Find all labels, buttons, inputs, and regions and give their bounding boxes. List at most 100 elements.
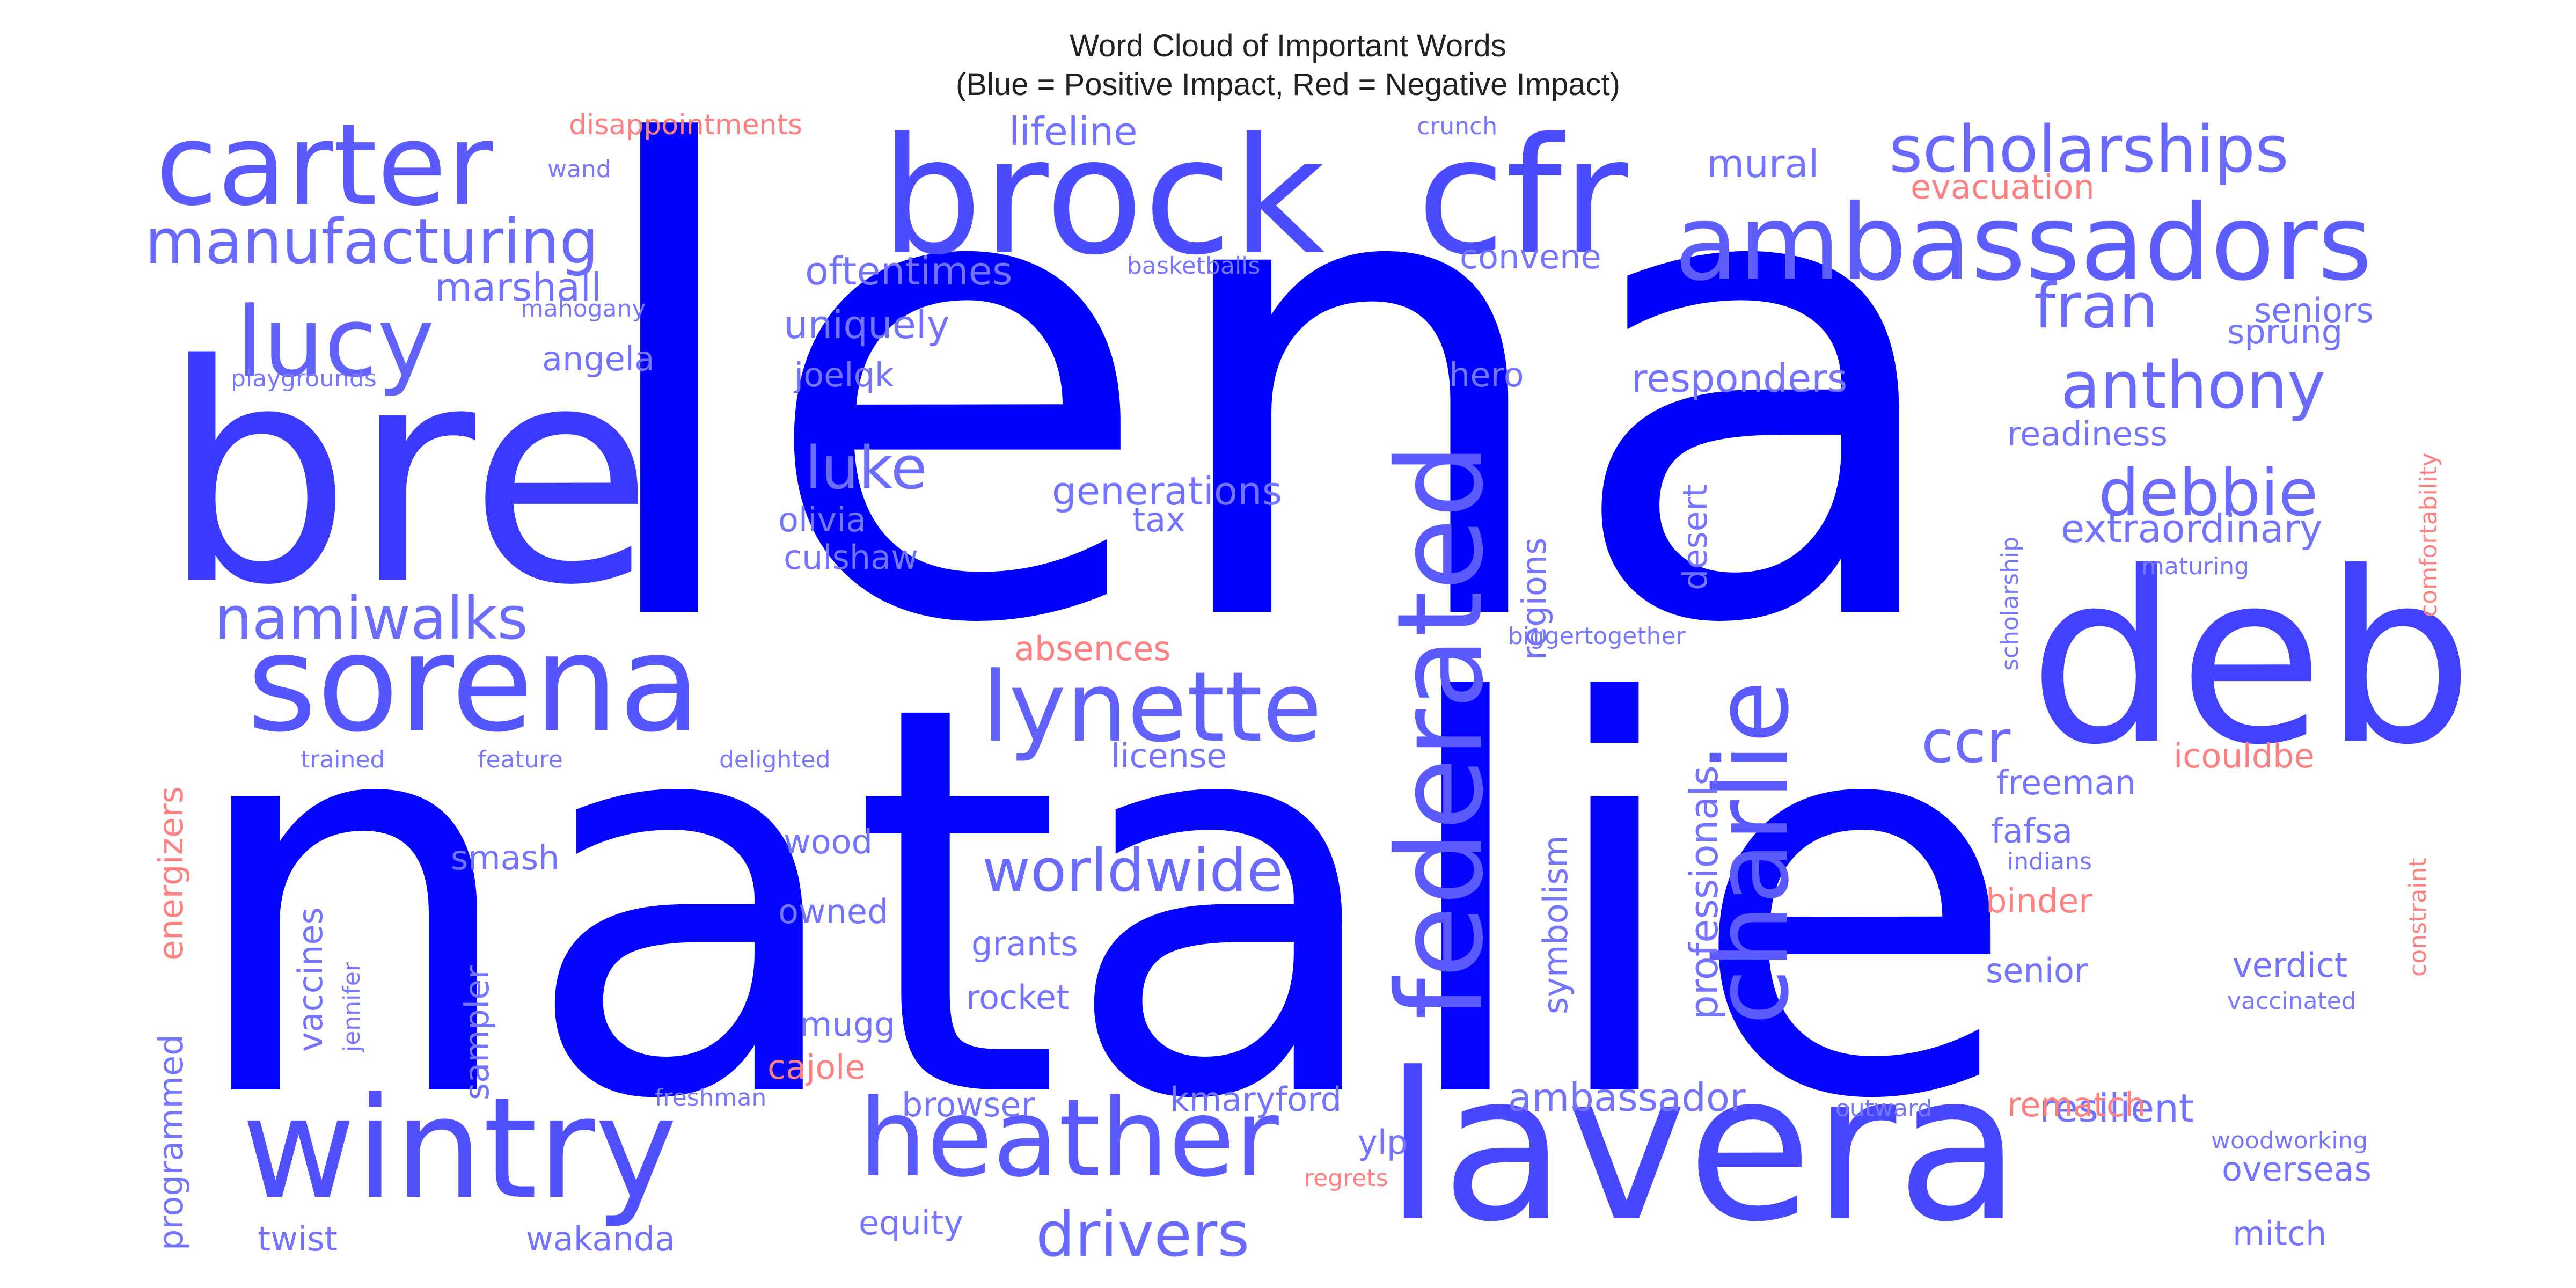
word-desert: desert bbox=[1675, 484, 1715, 590]
word-mural: mural bbox=[1707, 141, 1819, 186]
word-binder: binder bbox=[1986, 881, 2092, 920]
word-luke: luke bbox=[805, 434, 927, 502]
word-charlie: charlie bbox=[1693, 680, 1811, 1025]
word-outward: outward bbox=[1835, 1095, 1932, 1122]
word-crunch: crunch bbox=[1417, 113, 1497, 140]
word-scholarships: scholarships bbox=[1889, 113, 2289, 187]
word-equity: equity bbox=[859, 1203, 963, 1242]
word-federated: federated bbox=[1372, 443, 1509, 1020]
word-marshall: marshall bbox=[435, 265, 602, 310]
word-constraint: constraint bbox=[2404, 858, 2432, 977]
word-wintry: wintry bbox=[241, 1068, 677, 1230]
word-lucy: lucy bbox=[236, 287, 435, 399]
word-trained: trained bbox=[301, 746, 385, 773]
word-sorena: sorena bbox=[247, 605, 701, 762]
word-senior: senior bbox=[1986, 951, 2088, 990]
word-programmed: programmed bbox=[151, 1034, 191, 1250]
word-uniquely: uniquely bbox=[784, 302, 950, 347]
word-ambassador: ambassador bbox=[1508, 1075, 1746, 1120]
word-symbolism: symbolism bbox=[1536, 835, 1575, 1014]
word-debbie: debbie bbox=[2098, 456, 2318, 531]
word-ylp: ylp bbox=[1358, 1123, 1408, 1162]
word-rematch: rematch bbox=[2007, 1085, 2146, 1124]
word-evacuation: evacuation bbox=[1911, 167, 2095, 207]
word-seniors: seniors bbox=[2254, 291, 2374, 330]
word-brock: brock bbox=[880, 103, 1325, 290]
word-mahogany: mahogany bbox=[521, 295, 646, 323]
word-carter: carter bbox=[156, 99, 493, 231]
chart-title: Word Cloud of Important Words (Blue = Po… bbox=[0, 27, 2576, 104]
word-browser: browser bbox=[902, 1085, 1035, 1124]
word-basketballs: basketballs bbox=[1127, 252, 1260, 280]
word-verdict: verdict bbox=[2233, 946, 2347, 985]
word-comfortability: comfortability bbox=[2415, 452, 2442, 617]
word-bre: bre bbox=[161, 301, 654, 651]
word-icouldbe: icouldbe bbox=[2174, 736, 2315, 775]
word-anthony: anthony bbox=[2061, 349, 2325, 423]
word-readiness: readiness bbox=[2007, 414, 2168, 453]
word-grants: grants bbox=[971, 924, 1078, 963]
word-cajole: cajole bbox=[767, 1048, 866, 1087]
word-lavera: lavera bbox=[1385, 1029, 2021, 1267]
word-fran: fran bbox=[2034, 270, 2158, 342]
word-vaccinated: vaccinated bbox=[2227, 987, 2357, 1015]
word-responders: responders bbox=[1631, 356, 1847, 401]
word-natalie: natalie bbox=[182, 591, 2019, 1216]
word-freeman: freeman bbox=[1996, 763, 2136, 802]
word-ambassadors: ambassadors bbox=[1674, 182, 2372, 304]
word-woodworking: woodworking bbox=[2211, 1127, 2368, 1154]
word-jennifer: jennifer bbox=[338, 961, 365, 1052]
word-biggertogether: biggertogether bbox=[1508, 623, 1686, 650]
word-ccr: ccr bbox=[1921, 707, 2011, 776]
word-olivia: olivia bbox=[778, 500, 866, 539]
word-drivers: drivers bbox=[1036, 1199, 1249, 1271]
word-regrets: regrets bbox=[1304, 1165, 1388, 1192]
word-fafsa: fafsa bbox=[1991, 811, 2073, 851]
word-culshaw: culshaw bbox=[784, 538, 918, 577]
word-convene: convene bbox=[1460, 237, 1601, 276]
word-professionals: professionals bbox=[1681, 765, 1726, 1020]
word-wood: wood bbox=[784, 822, 873, 861]
word-lynette: lynette bbox=[982, 652, 1322, 764]
word-license: license bbox=[1111, 736, 1227, 775]
word-vaccines: vaccines bbox=[291, 907, 330, 1052]
word-angela: angela bbox=[542, 339, 655, 378]
word-lifeline: lifeline bbox=[1009, 109, 1138, 154]
word-namiwalks: namiwalks bbox=[215, 584, 528, 653]
word-indians: indians bbox=[2007, 848, 2092, 875]
word-resilient: resilient bbox=[2039, 1086, 2194, 1131]
word-scholarship: scholarship bbox=[1996, 537, 2024, 671]
word-oftentimes: oftentimes bbox=[805, 248, 1012, 294]
word-heather: heather bbox=[859, 1076, 1279, 1201]
word-manufacturing: manufacturing bbox=[145, 206, 599, 278]
word-smash: smash bbox=[451, 838, 559, 877]
word-wakanda: wakanda bbox=[526, 1219, 675, 1258]
word-owned: owned bbox=[778, 892, 888, 931]
word-mugg: mugg bbox=[800, 1005, 895, 1044]
word-deb: deb bbox=[2029, 522, 2473, 796]
word-regions: regions bbox=[1514, 538, 1554, 660]
chart-title-line1: Word Cloud of Important Words bbox=[1070, 28, 1506, 63]
word-sampler: sampler bbox=[457, 965, 496, 1100]
word-absences: absences bbox=[1014, 629, 1171, 668]
word-lena: lena bbox=[580, 14, 1958, 764]
word-freshman: freshman bbox=[655, 1084, 766, 1111]
word-extraordinary: extraordinary bbox=[2061, 506, 2323, 551]
word-playgrounds: playgrounds bbox=[231, 365, 377, 392]
chart-title-line2: (Blue = Positive Impact, Red = Negative … bbox=[956, 67, 1620, 102]
word-tax: tax bbox=[1132, 500, 1185, 539]
word-rocket: rocket bbox=[966, 978, 1069, 1017]
word-cfr: cfr bbox=[1417, 103, 1630, 290]
word-delighted: delighted bbox=[719, 746, 831, 773]
word-generations: generations bbox=[1052, 469, 1282, 514]
word-wand: wand bbox=[547, 156, 611, 183]
word-sprung: sprung bbox=[2227, 312, 2343, 352]
word-worldwide: worldwide bbox=[982, 836, 1283, 905]
word-maturing: maturing bbox=[2141, 553, 2249, 580]
word-feature: feature bbox=[478, 746, 563, 773]
word-twist: twist bbox=[258, 1219, 338, 1258]
word-overseas: overseas bbox=[2222, 1150, 2372, 1189]
word-disappointments: disappointments bbox=[569, 109, 802, 141]
word-hero: hero bbox=[1449, 355, 1524, 394]
